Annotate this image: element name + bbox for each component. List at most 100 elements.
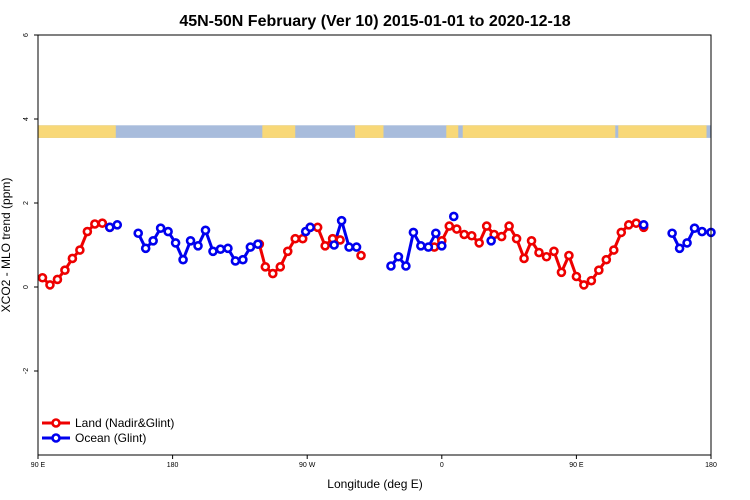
land-data-point (335, 235, 345, 245)
ocean-data-point (431, 228, 441, 239)
land-data-point (67, 253, 78, 264)
land-data-point (451, 224, 462, 234)
ocean-data-point (667, 228, 677, 239)
land-segment (262, 125, 296, 138)
ocean-data-point (344, 242, 354, 252)
y-tick-label: 2 (23, 201, 30, 205)
ocean-data-point (253, 239, 263, 249)
ocean-data-point (245, 242, 256, 252)
land-segment (462, 125, 616, 138)
ocean-data-point (170, 238, 181, 248)
land-ocean-band (38, 125, 711, 138)
ocean-data-point (436, 241, 447, 251)
y-tick-label: -2 (23, 368, 30, 374)
land-data-point (579, 280, 589, 290)
land-data-point (97, 218, 108, 228)
land-segment (355, 125, 384, 138)
land-data-point (37, 272, 48, 283)
ocean-data-point (155, 223, 166, 233)
land-series-line (257, 225, 341, 276)
land-data-point (623, 220, 634, 230)
land-data-point (82, 226, 93, 237)
land-data-point (526, 236, 537, 246)
plot-frame (37, 34, 712, 456)
series-group (37, 211, 716, 290)
x-tick-label: 90 E (31, 462, 46, 469)
land-data-point (320, 241, 330, 251)
ocean-data-point (112, 220, 123, 230)
land-data-point (564, 250, 574, 261)
ocean-data-point (133, 228, 144, 239)
x-tick-label: 180 (167, 462, 179, 469)
ocean-data-point (200, 225, 211, 236)
ocean-data-point (215, 244, 226, 254)
land-data-point (75, 245, 85, 255)
land-segment (38, 125, 116, 138)
land-data-point (601, 254, 612, 265)
land-data-point (60, 265, 70, 276)
land-data-point (275, 262, 286, 272)
ocean-data-point (351, 242, 362, 252)
ocean-data-point (104, 222, 115, 233)
land-data-point (481, 221, 492, 231)
ocean-data-point (486, 236, 496, 246)
y-tick-label: 4 (23, 117, 30, 121)
legend: Land (Nadir&Glint)Ocean (Glint) (42, 416, 174, 445)
land-segment (618, 125, 707, 138)
ocean-data-point (223, 243, 233, 254)
ocean-data-point (416, 241, 426, 251)
ocean-data-point (638, 220, 649, 230)
land-data-point (260, 262, 271, 272)
land-data-point (356, 250, 366, 261)
land-data-point (312, 222, 323, 233)
land-data-point (504, 221, 514, 231)
land-data-point (556, 267, 567, 278)
land-data-point (466, 230, 477, 241)
land-data-point (474, 238, 484, 248)
ocean-data-point (336, 215, 347, 226)
ocean-data-point (208, 246, 218, 257)
ocean-data-point (140, 243, 151, 254)
land-data-point (45, 280, 55, 290)
land-data-point (571, 271, 582, 282)
land-data-point (290, 233, 301, 244)
land-data-point (52, 274, 63, 285)
land-series-line (41, 221, 111, 287)
land-segment (446, 125, 459, 138)
x-tick-label: 90 W (299, 462, 316, 469)
ocean-data-point (674, 243, 685, 254)
axes: 90 E 180 90 W 0 90 E 180 -2 0 2 4 6 (23, 33, 717, 469)
land-data-point (90, 219, 100, 229)
ocean-data-point (448, 211, 459, 222)
land-data-point (541, 251, 552, 262)
land-data-point (616, 227, 627, 238)
chart-title: 45N-50N February (Ver 10) 2015-01-01 to … (179, 13, 570, 30)
ocean-data-point (386, 261, 396, 271)
ocean-data-point (305, 222, 315, 233)
x-tick-label: 0 (440, 462, 444, 469)
land-data-point (519, 253, 529, 264)
land-data-point (268, 268, 278, 279)
land-data-point (608, 245, 619, 255)
x-tick-label: 180 (705, 462, 717, 469)
land-data-point (594, 265, 604, 276)
land-data-point (282, 246, 293, 257)
land-data-point (511, 233, 522, 244)
x-axis-label: Longitude (deg E) (327, 477, 422, 491)
legend-land-marker (51, 418, 61, 428)
ocean-data-point (401, 261, 411, 271)
ocean-data-point (689, 223, 700, 233)
land-data-point (586, 275, 597, 286)
land-data-point (496, 231, 507, 242)
y-tick-label: 6 (23, 33, 30, 37)
land-data-point (444, 221, 455, 231)
legend-ocean-marker (51, 433, 61, 443)
land-data-point (534, 247, 544, 258)
ocean-data-point (329, 240, 339, 250)
ocean-data-point (697, 226, 707, 237)
ocean-data-point (185, 236, 196, 246)
ocean-data-point (682, 238, 692, 248)
ocean-data-point (193, 241, 203, 251)
ocean-data-point (238, 254, 248, 265)
